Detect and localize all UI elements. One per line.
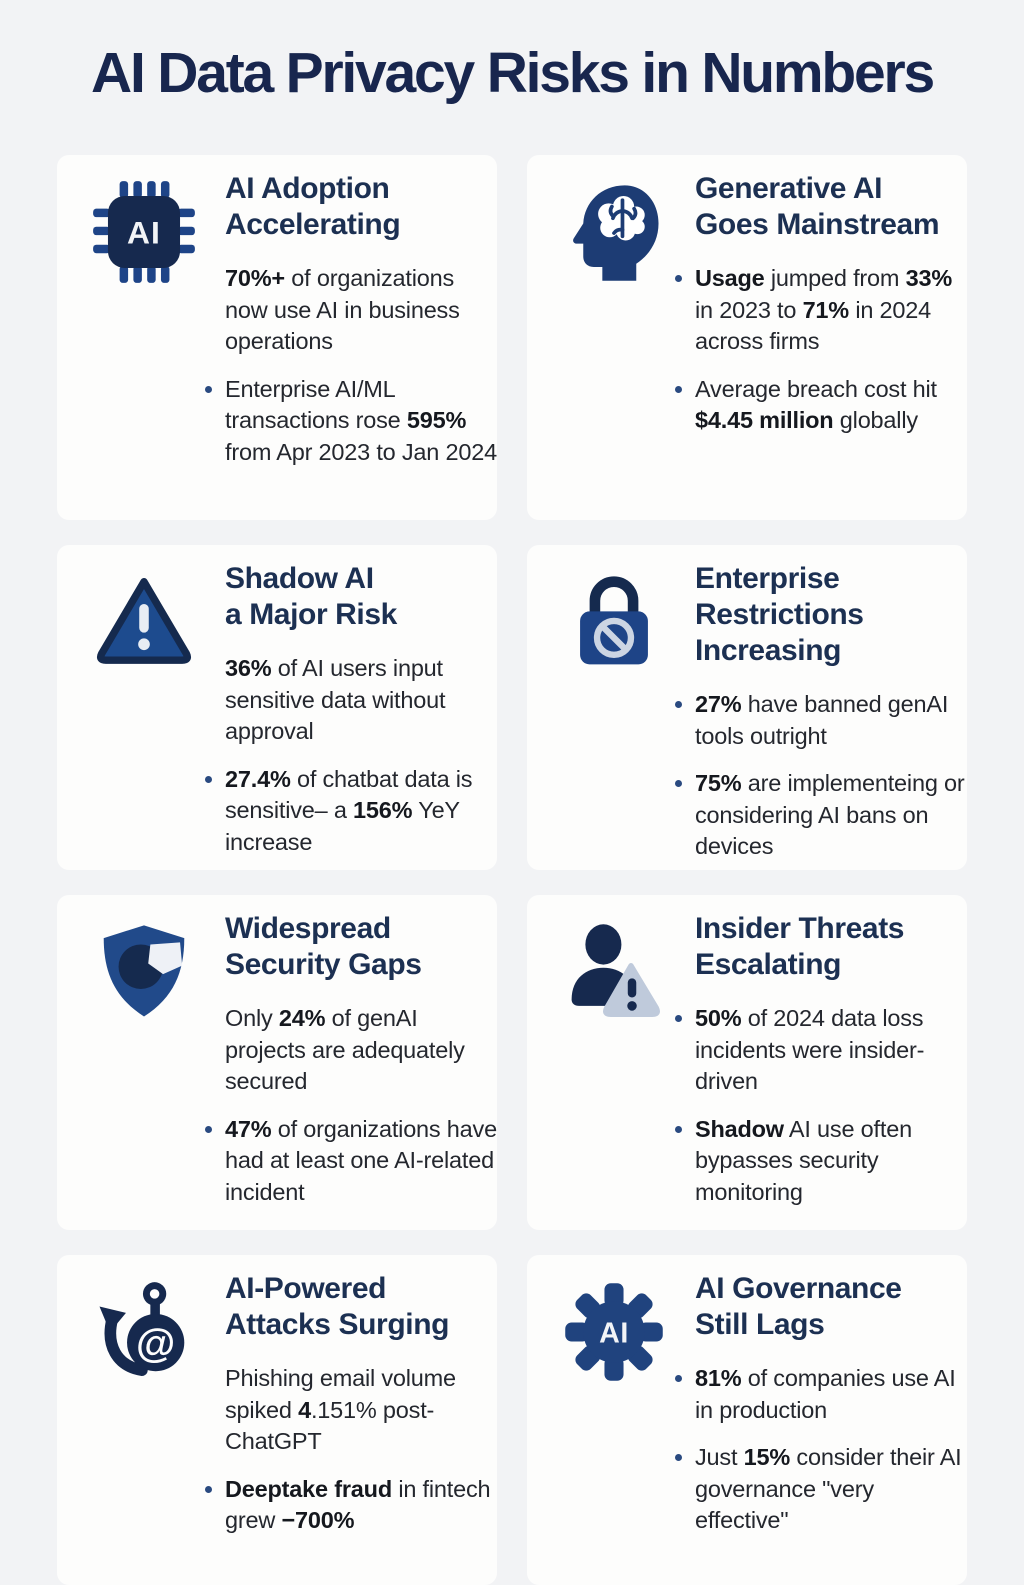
- stat-text: 70%+ of organizations now use AI in busi…: [225, 265, 460, 354]
- svg-text:AI: AI: [127, 215, 161, 251]
- stat-item: 50% of 2024 data loss incidents were ins…: [675, 1003, 967, 1098]
- card-enterprise-restrictions: Enterprise Restrictions Increasing 27% have…: [527, 545, 967, 870]
- stat-item: Average breach cost hit $4.45 million gl…: [675, 374, 967, 437]
- card-ai-attacks: @ AI-Powered Attacks Surging Phishing emai…: [57, 1255, 497, 1585]
- card-content: Shadow AI a Major Risk 36% of AI users inp…: [205, 561, 497, 874]
- bullet-dot: [675, 1015, 682, 1022]
- stat-item: Enterprise AI/ML transactions rose 595% …: [205, 374, 497, 469]
- bullet-dot: [675, 275, 682, 282]
- warning-triangle-icon: [91, 569, 197, 675]
- stat-text: Enterprise AI/ML transactions rose 595% …: [225, 375, 497, 465]
- card-title: Widespread Security Gaps: [225, 912, 422, 981]
- card-title: Insider Threats Escalating: [695, 912, 905, 981]
- card-ai-adoption: AI AI Adoption Accelerating 70%+ of organi…: [57, 155, 497, 520]
- head-brain-icon: [561, 179, 667, 285]
- stat-item: 27% have banned genAI tools outright: [675, 689, 967, 752]
- svg-text:@: @: [136, 1320, 175, 1365]
- ai-chip-icon: AI: [91, 179, 197, 285]
- gear-ai-icon: AI: [561, 1279, 667, 1385]
- card-content: AI Adoption Accelerating 70%+ of organizat…: [205, 171, 497, 484]
- svg-text:AI: AI: [599, 1318, 629, 1350]
- shield-gap-icon: [91, 919, 197, 1025]
- stat-text: Only 24% of genAI projects are adequatel…: [225, 1005, 465, 1094]
- stat-text: 27% have banned genAI tools outright: [695, 691, 949, 749]
- card-content: Enterprise Restrictions Increasing 27% have…: [675, 561, 967, 879]
- stat-text: 36% of AI users input sensitive data wit…: [225, 655, 446, 744]
- card-insider-threats: Insider Threats Escalating 50% of 2024 dat…: [527, 895, 967, 1230]
- stat-item: 27.4% of chatbat data is sensitive– a 15…: [205, 764, 497, 859]
- stat-item: 81% of companies use AI in production: [675, 1363, 967, 1426]
- card-content: Widespread Security Gaps Only 24% of genAI…: [205, 911, 497, 1224]
- stat-item: 47% of organizations have had at least o…: [205, 1114, 497, 1209]
- stat-item: 70%+ of organizations now use AI in busi…: [225, 263, 497, 358]
- stat-item: Only 24% of genAI projects are adequatel…: [225, 1003, 497, 1098]
- stat-text: Phishing email volume spiked 4.151% post…: [225, 1365, 456, 1454]
- card-genai-mainstream: Generative AI Goes Mainstream Usage jumped…: [527, 155, 967, 520]
- card-content: Insider Threats Escalating 50% of 2024 dat…: [675, 911, 967, 1224]
- bullet-dot: [205, 385, 212, 393]
- stat-text: Deeptake fraud in fintech grew −700%: [225, 1475, 491, 1534]
- stat-item: Phishing email volume spiked 4.151% post…: [225, 1363, 497, 1458]
- stat-text: Usage jumped from 33% in 2023 to 71% in …: [695, 265, 953, 354]
- bullet-dot: [675, 1375, 682, 1382]
- stat-text: 75% are implementeing or considering AI …: [695, 770, 965, 859]
- stat-item: Just 15% consider their AI governance "v…: [675, 1442, 967, 1537]
- card-ai-governance: AI AI Governance Still Lags 81% of compani…: [527, 1255, 967, 1585]
- stat-text: Average breach cost hit $4.45 million gl…: [695, 375, 937, 434]
- card-security-gaps: Widespread Security Gaps Only 24% of genAI…: [57, 895, 497, 1230]
- stat-item: Deeptake fraud in fintech grew −700%: [205, 1474, 497, 1537]
- card-content: AI Governance Still Lags 81% of companies …: [675, 1271, 967, 1553]
- bullet-dot: [675, 385, 682, 393]
- stat-text: Shadow AI use often bypasses security mo…: [695, 1115, 912, 1205]
- stat-text: 81% of companies use AI in production: [695, 1365, 956, 1423]
- card-title: Shadow AI a Major Risk: [225, 562, 397, 631]
- bullet-dot: [675, 1125, 682, 1133]
- bullet-dot: [675, 780, 682, 787]
- stat-text: 47% of organizations have had at least o…: [225, 1115, 497, 1205]
- bullet-dot: [675, 701, 682, 708]
- card-title: Generative AI Goes Mainstream: [695, 172, 940, 241]
- card-content: Generative AI Goes Mainstream Usage jumped…: [675, 171, 967, 453]
- bullet-dot: [205, 1125, 212, 1133]
- stat-text: Just 15% consider their AI governance "v…: [695, 1444, 962, 1533]
- cards-grid: AI AI Adoption Accelerating 70%+ of organi…: [57, 155, 967, 1585]
- card-title: AI Governance Still Lags: [695, 1272, 902, 1341]
- person-alert-icon: [561, 919, 667, 1025]
- card-shadow-ai-risk: Shadow AI a Major Risk 36% of AI users inp…: [57, 545, 497, 870]
- bullet-dot: [675, 1454, 682, 1461]
- lock-ban-icon: [561, 569, 667, 675]
- stat-item: Usage jumped from 33% in 2023 to 71% in …: [675, 263, 967, 358]
- card-title: AI-Powered Attacks Surging: [225, 1272, 450, 1341]
- page-title: AI Data Privacy Risks in Numbers: [91, 41, 935, 105]
- stat-text: 50% of 2024 data loss incidents were ins…: [695, 1005, 925, 1094]
- stat-item: Shadow AI use often bypasses security mo…: [675, 1114, 967, 1209]
- stat-item: 75% are implementeing or considering AI …: [675, 768, 967, 863]
- stat-text: 27.4% of chatbat data is sensitive– a 15…: [225, 765, 473, 855]
- bullet-dot: [205, 1485, 212, 1493]
- bullet-dot: [205, 775, 212, 783]
- phishing-hook-icon: @: [91, 1279, 197, 1385]
- stat-item: 36% of AI users input sensitive data wit…: [225, 653, 497, 748]
- card-title: Enterprise Restrictions Increasing: [695, 562, 864, 667]
- card-content: AI-Powered Attacks Surging Phishing email …: [205, 1271, 497, 1553]
- card-title: AI Adoption Accelerating: [225, 172, 401, 241]
